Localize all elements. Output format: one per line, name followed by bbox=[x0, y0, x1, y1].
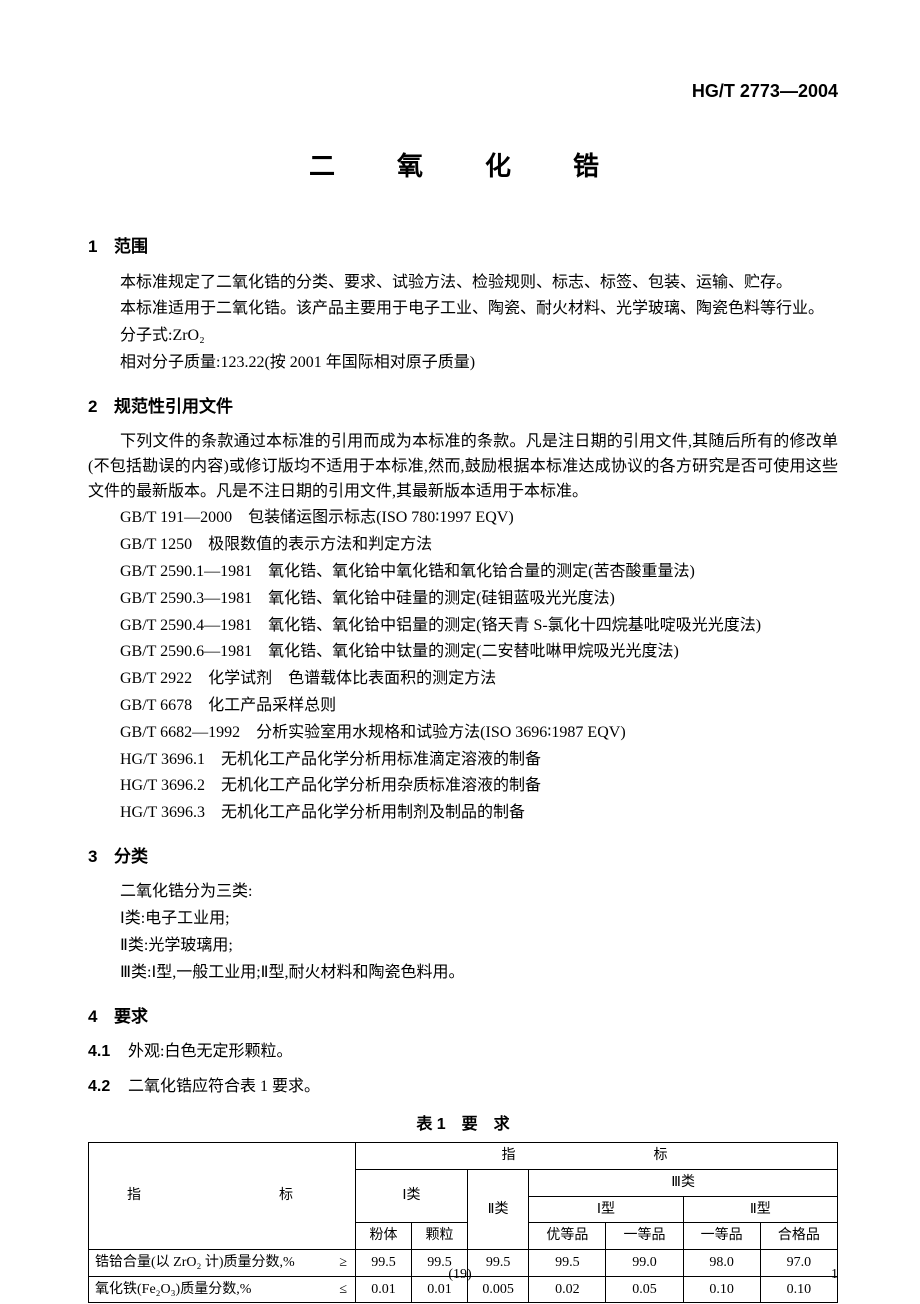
footer-center-page: (19) bbox=[82, 1264, 838, 1286]
s4-item-1-num: 4.1 bbox=[88, 1040, 128, 1065]
section-1-heading: 1范围 bbox=[88, 234, 838, 260]
footer-right-page: 1 bbox=[831, 1264, 838, 1286]
section-3-heading: 3分类 bbox=[88, 844, 838, 870]
standard-code: HG/T 2773—2004 bbox=[88, 78, 838, 106]
ref-item: HG/T 3696.2 无机化工产品化学分析用杂质标准溶液的制备 bbox=[88, 774, 838, 799]
s4-item-1-text: 外观:白色无定形颗粒。 bbox=[128, 1043, 292, 1060]
section-3-number: 3 bbox=[88, 844, 114, 870]
s4-item-2-text: 二氧化锆应符合表 1 要求。 bbox=[128, 1078, 320, 1095]
section-2-number: 2 bbox=[88, 394, 114, 420]
section-2-title: 规范性引用文件 bbox=[114, 397, 233, 416]
ref-item: GB/T 6678 化工产品采样总则 bbox=[88, 694, 838, 719]
th-class1: Ⅰ类 bbox=[356, 1169, 468, 1222]
th-type2: Ⅱ型 bbox=[683, 1196, 837, 1223]
s3-line-4: Ⅲ类:Ⅰ型,一般工业用;Ⅱ型,耐火材料和陶瓷色料用。 bbox=[88, 961, 838, 986]
ref-item: GB/T 6682—1992 分析实验室用水规格和试验方法(ISO 3696∶1… bbox=[88, 721, 838, 746]
ref-item: HG/T 3696.1 无机化工产品化学分析用标准滴定溶液的制备 bbox=[88, 748, 838, 773]
ref-item: GB/T 2590.1—1981 氧化锆、氧化铪中氧化锆和氧化铪合量的测定(苦杏… bbox=[88, 560, 838, 585]
s3-line-1: 二氧化锆分为三类: bbox=[88, 880, 838, 905]
s4-item-2: 4.2二氧化锆应符合表 1 要求。 bbox=[88, 1075, 838, 1100]
ref-item: HG/T 3696.3 无机化工产品化学分析用制剂及制品的制备 bbox=[88, 801, 838, 826]
th-class2: Ⅱ类 bbox=[467, 1169, 528, 1249]
th-indicator: 指 标 bbox=[356, 1143, 838, 1170]
s3-line-2: Ⅰ类:电子工业用; bbox=[88, 907, 838, 932]
section-3-title: 分类 bbox=[114, 847, 148, 866]
ref-item: GB/T 2922 化学试剂 色谱载体比表面积的测定方法 bbox=[88, 667, 838, 692]
ref-item: GB/T 1250 极限数值的表示方法和判定方法 bbox=[88, 533, 838, 558]
section-1-number: 1 bbox=[88, 234, 114, 260]
table-caption: 表 1 要 求 bbox=[88, 1113, 838, 1138]
s2-intro: 下列文件的条款通过本标准的引用而成为本标准的条款。凡是注日期的引用文件,其随后所… bbox=[88, 430, 838, 504]
th-granule: 颗粒 bbox=[411, 1223, 467, 1250]
section-2-heading: 2规范性引用文件 bbox=[88, 394, 838, 420]
s4-item-2-num: 4.2 bbox=[88, 1075, 128, 1100]
th-first: 一等品 bbox=[606, 1223, 683, 1250]
section-1-title: 范围 bbox=[114, 237, 148, 256]
s1-para-4: 相对分子质量:123.22(按 2001 年国际相对原子质量) bbox=[88, 351, 838, 376]
th-parameter: 指 标 bbox=[89, 1143, 356, 1250]
s1-para-1: 本标准规定了二氧化锆的分类、要求、试验方法、检验规则、标志、标签、包装、运输、贮… bbox=[88, 271, 838, 296]
document-title: 二 氧 化 锆 bbox=[88, 146, 838, 186]
s3-line-3: Ⅱ类:光学玻璃用; bbox=[88, 934, 838, 959]
section-4-heading: 4要求 bbox=[88, 1004, 838, 1030]
ref-item: GB/T 191—2000 包装储运图示标志(ISO 780∶1997 EQV) bbox=[88, 506, 838, 531]
th-type1: Ⅰ型 bbox=[529, 1196, 683, 1223]
ref-item: GB/T 2590.6—1981 氧化锆、氧化铪中钛量的测定(二安替吡啉甲烷吸光… bbox=[88, 640, 838, 665]
section-4-number: 4 bbox=[88, 1004, 114, 1030]
s4-item-1: 4.1外观:白色无定形颗粒。 bbox=[88, 1040, 838, 1065]
section-4-title: 要求 bbox=[114, 1007, 148, 1026]
th-powder: 粉体 bbox=[356, 1223, 412, 1250]
th-first2: 一等品 bbox=[683, 1223, 760, 1250]
th-qualified: 合格品 bbox=[760, 1223, 837, 1250]
reference-list: GB/T 191—2000 包装储运图示标志(ISO 780∶1997 EQV)… bbox=[88, 506, 838, 826]
s1-para-2: 本标准适用于二氧化锆。该产品主要用于电子工业、陶瓷、耐火材料、光学玻璃、陶瓷色料… bbox=[88, 297, 838, 322]
ref-item: GB/T 2590.3—1981 氧化锆、氧化铪中硅量的测定(硅钼蓝吸光光度法) bbox=[88, 587, 838, 612]
th-class3: Ⅲ类 bbox=[529, 1169, 838, 1196]
page: HG/T 2773—2004 二 氧 化 锆 1范围 本标准规定了二氧化锆的分类… bbox=[0, 0, 920, 1304]
s1-para-3: 分子式:ZrO₂ bbox=[88, 324, 838, 349]
ref-item: GB/T 2590.4—1981 氧化锆、氧化铪中铝量的测定(铬天青 S-氯化十… bbox=[88, 614, 838, 639]
th-superior: 优等品 bbox=[529, 1223, 606, 1250]
